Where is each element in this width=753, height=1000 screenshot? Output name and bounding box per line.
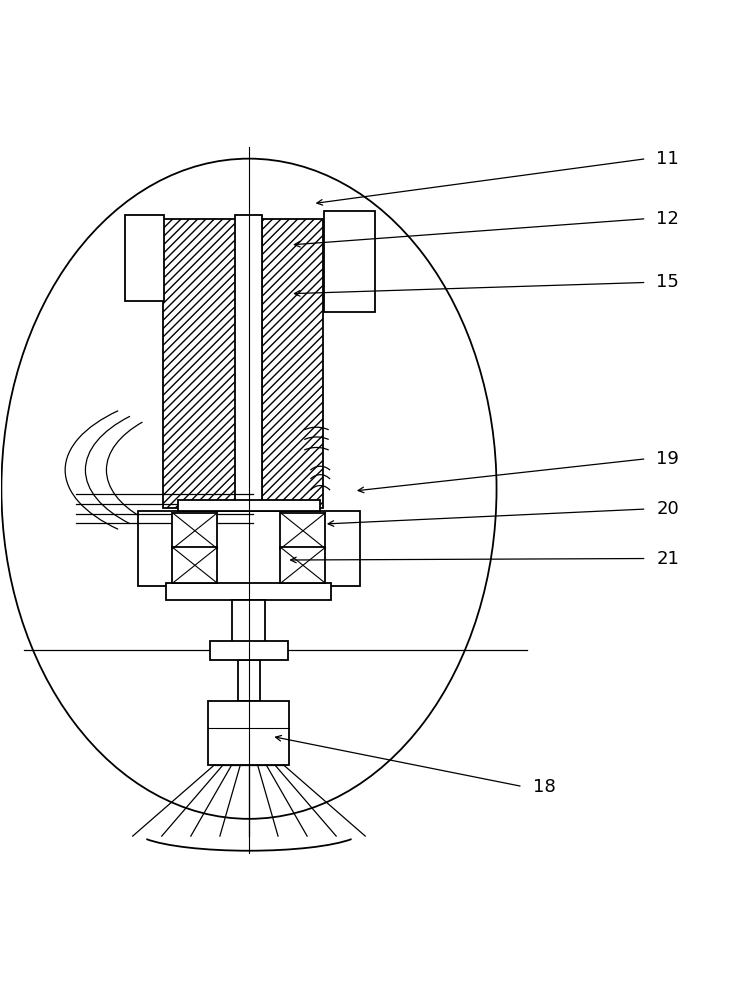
Bar [163,219,236,508]
Text: 18: 18 [532,778,555,796]
Bar [262,219,323,508]
Bar [209,701,289,765]
Bar [209,641,288,660]
Bar [280,547,325,583]
Text: 21: 21 [657,550,679,568]
Ellipse shape [2,159,496,819]
Bar [280,513,325,549]
Bar [172,513,218,549]
Bar [166,583,331,600]
Bar [125,215,164,301]
Text: 15: 15 [657,273,679,291]
Bar [238,660,261,701]
Text: 11: 11 [657,150,679,168]
Text: 12: 12 [657,210,679,228]
Bar [138,511,360,586]
Text: 20: 20 [657,500,679,518]
Bar [236,215,263,511]
Bar [233,600,266,656]
Bar [324,211,375,312]
Bar [178,500,320,511]
Bar [172,547,218,583]
Text: 19: 19 [657,450,679,468]
